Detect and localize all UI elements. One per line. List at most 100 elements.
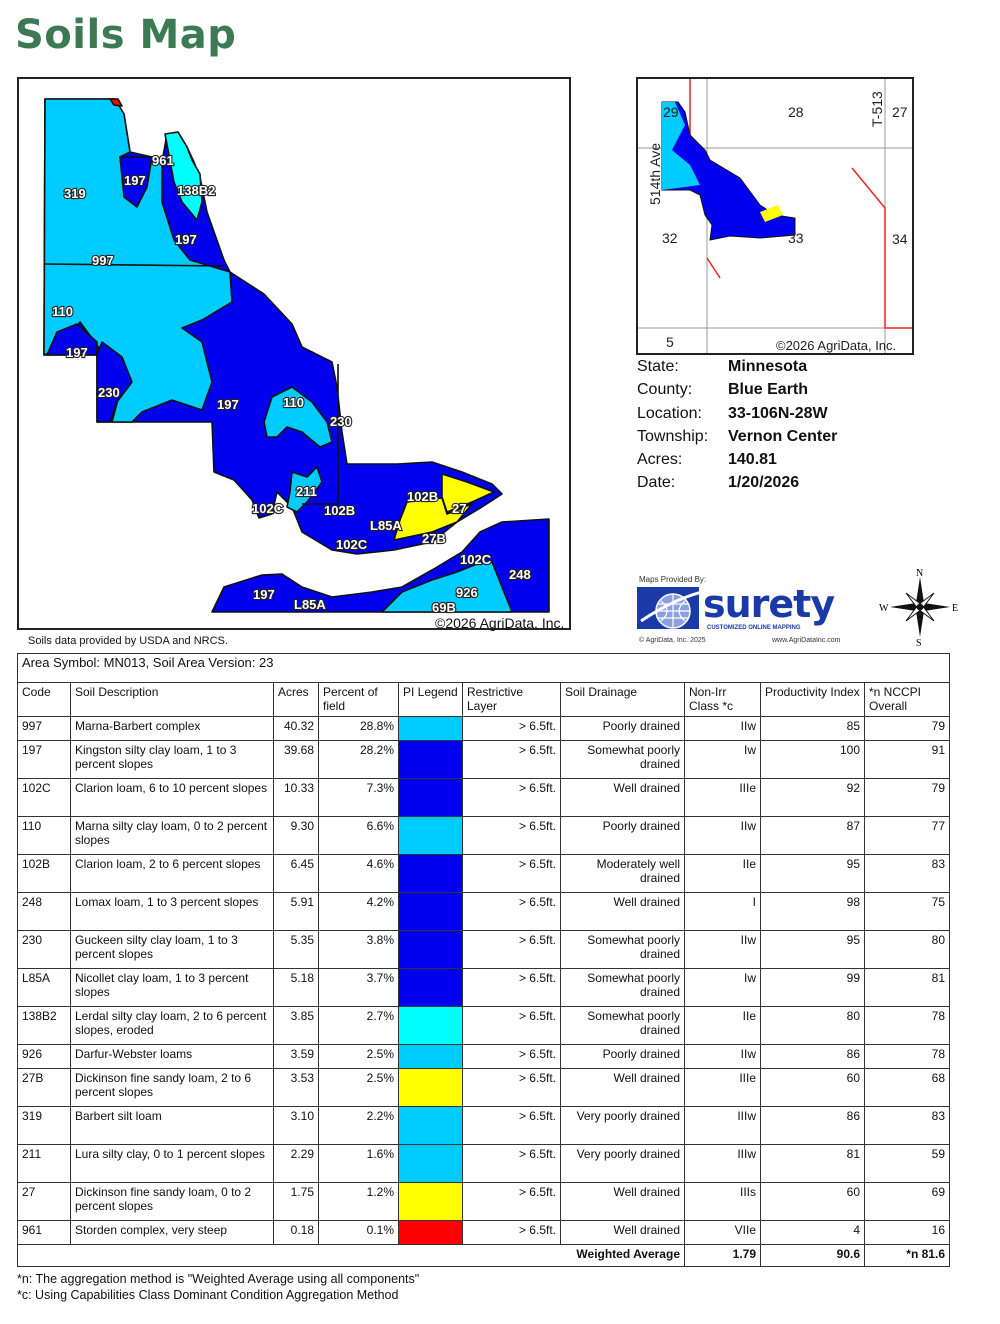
table-row: 926 Darfur-Webster loams 3.59 2.5% > 6.5… [17, 1044, 950, 1069]
table-row: 138B2 Lerdal silty clay loam, 2 to 6 per… [17, 1006, 950, 1045]
column-header: Acres [273, 682, 319, 717]
cell-class: VIIe [684, 1220, 761, 1245]
footnote-c: *c: Using Capabilities Class Dominant Co… [17, 1288, 399, 1302]
cell-drainage: Well drained [560, 1220, 685, 1245]
locator-highway-label: T-513 [869, 91, 885, 127]
cell-productivity: 99 [760, 968, 865, 1007]
cell-pi-legend [398, 930, 463, 969]
locator-section: 27 [892, 104, 908, 120]
cell-nccpi: 91 [864, 740, 950, 779]
cell-code: 926 [17, 1044, 71, 1069]
cell-productivity: 80 [760, 1006, 865, 1045]
compass-icon: N S W E [879, 568, 958, 649]
cell-productivity: 87 [760, 816, 865, 855]
map-label: 110 [283, 395, 304, 410]
cell-drainage: Poorly drained [560, 816, 685, 855]
cell-acres: 3.59 [273, 1044, 319, 1069]
cell-class: IIIe [684, 1068, 761, 1107]
cell-percent: 4.2% [318, 892, 399, 931]
legend-swatch [399, 1145, 462, 1182]
table-row: 319 Barbert silt loam 3.10 2.2% > 6.5ft.… [17, 1106, 950, 1145]
cell-class: IIe [684, 854, 761, 893]
table-row: 961 Storden complex, very steep 0.18 0.1… [17, 1220, 950, 1245]
cell-pi-legend [398, 854, 463, 893]
cell-productivity: 86 [760, 1044, 865, 1069]
cell-code: 27 [17, 1182, 71, 1221]
cell-pi-legend [398, 1106, 463, 1145]
map-copyright: ©2026 AgriData, Inc. [435, 615, 565, 631]
cell-pi-legend [398, 1044, 463, 1069]
cell-restrictive: > 6.5ft. [462, 1068, 561, 1107]
info-value: Vernon Center [728, 427, 838, 445]
cell-restrictive: > 6.5ft. [462, 716, 561, 741]
cell-description: Lerdal silty clay loam, 2 to 6 percent s… [70, 1006, 274, 1045]
map-labels: 961 197 319 138B2 197 997 110 197 230 19… [51, 152, 532, 616]
locator-map-svg: 29 28 27 32 33 34 5 514th Ave T-513 ©202… [638, 79, 912, 353]
legend-swatch [399, 969, 462, 1006]
cell-description: Storden complex, very steep [70, 1220, 274, 1245]
info-row: Acres: 140.81 [637, 451, 837, 474]
cell-productivity: 60 [760, 1182, 865, 1221]
cell-acres: 3.53 [273, 1068, 319, 1107]
cell-nccpi: 68 [864, 1068, 950, 1107]
legend-swatch [399, 931, 462, 968]
cell-description: Clarion loam, 6 to 10 percent slopes [70, 778, 274, 817]
cell-productivity: 4 [760, 1220, 865, 1245]
cell-pi-legend [398, 1068, 463, 1107]
legend-swatch [399, 1183, 462, 1220]
compass-n: N [916, 568, 923, 579]
cell-acres: 40.32 [273, 716, 319, 741]
info-row: Location: 33-106N-28W [637, 405, 837, 428]
legend-swatch [399, 1069, 462, 1106]
logo-url[interactable]: www.AgriDataInc.com [772, 637, 841, 644]
table-row: 27B Dickinson fine sandy loam, 2 to 6 pe… [17, 1068, 950, 1107]
cell-code: 319 [17, 1106, 71, 1145]
cell-restrictive: > 6.5ft. [462, 968, 561, 1007]
cell-productivity: 95 [760, 930, 865, 969]
cell-drainage: Well drained [560, 1068, 685, 1107]
map-region-138B2 [164, 131, 203, 221]
cell-productivity: 100 [760, 740, 865, 779]
map-region-961 [109, 98, 123, 107]
legend-swatch [399, 817, 462, 854]
cell-class: IIw [684, 816, 761, 855]
cell-drainage: Very poorly drained [560, 1144, 685, 1183]
cell-drainage: Poorly drained [560, 716, 685, 741]
cell-nccpi: 83 [864, 1106, 950, 1145]
cell-description: Barbert silt loam [70, 1106, 274, 1145]
map-label: 230 [330, 414, 352, 429]
cell-nccpi: 80 [864, 930, 950, 969]
map-region-197-small [119, 156, 153, 208]
cell-nccpi: 78 [864, 1006, 950, 1045]
info-value: Minnesota [728, 358, 808, 375]
legend-swatch [399, 893, 462, 930]
column-header: Restrictive Layer [462, 682, 561, 717]
cell-percent: 1.2% [318, 1182, 399, 1221]
table-row: 197 Kingston silty clay loam, 1 to 3 per… [17, 740, 950, 779]
cell-percent: 0.1% [318, 1220, 399, 1245]
cell-drainage: Somewhat poorly drained [560, 740, 685, 779]
cell-productivity: 95 [760, 854, 865, 893]
cell-acres: 0.18 [273, 1220, 319, 1245]
cell-restrictive: > 6.5ft. [462, 778, 561, 817]
globe-icon [637, 587, 707, 629]
cell-drainage: Moderately well drained [560, 854, 685, 893]
cell-pi-legend [398, 968, 463, 1007]
cell-description: Guckeen silty clay loam, 1 to 3 percent … [70, 930, 274, 969]
map-label: 248 [509, 567, 531, 582]
cell-productivity: 92 [760, 778, 865, 817]
table-row: 248 Lomax loam, 1 to 3 percent slopes 5.… [17, 892, 950, 931]
cell-percent: 6.6% [318, 816, 399, 855]
legend-swatch [399, 779, 462, 816]
cell-class: Iw [684, 740, 761, 779]
cell-pi-legend [398, 1006, 463, 1045]
column-header: Soil Drainage [560, 682, 685, 717]
locator-section: 34 [892, 231, 908, 247]
cell-description: Lomax loam, 1 to 3 percent slopes [70, 892, 274, 931]
cell-productivity: 86 [760, 1106, 865, 1145]
info-label: State: [637, 358, 679, 375]
map-label: 197 [253, 587, 275, 602]
cell-description: Dickinson fine sandy loam, 0 to 2 percen… [70, 1182, 274, 1221]
legend-swatch [399, 717, 462, 740]
cell-productivity: 85 [760, 716, 865, 741]
